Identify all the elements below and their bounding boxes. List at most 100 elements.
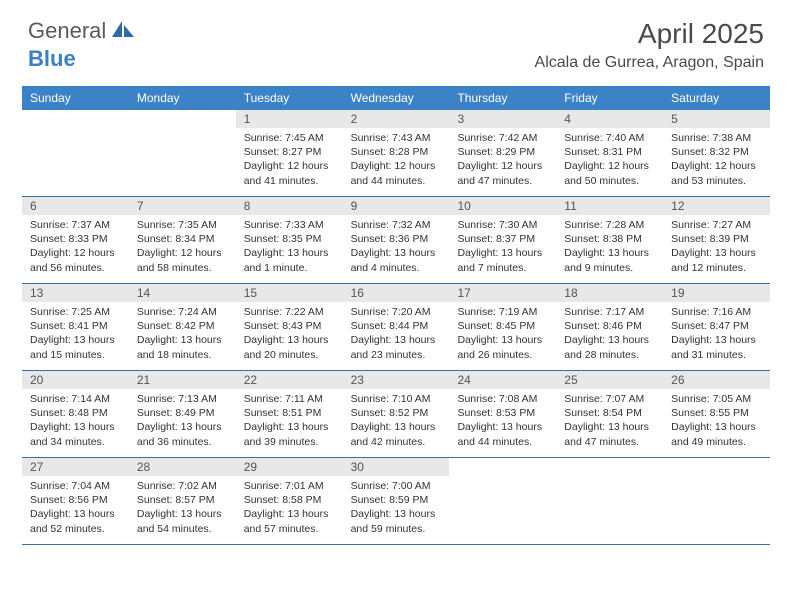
daylight-text: Daylight: 12 hours and 56 minutes. <box>30 246 121 274</box>
daylight-text: Daylight: 13 hours and 31 minutes. <box>671 333 762 361</box>
day-body-row: Sunrise: 7:04 AMSunset: 8:56 PMDaylight:… <box>22 476 770 544</box>
logo: General <box>28 18 138 44</box>
day-number: 8 <box>236 197 343 215</box>
day-number <box>449 458 556 476</box>
week-row: 12345Sunrise: 7:45 AMSunset: 8:27 PMDayl… <box>22 110 770 197</box>
day-number: 19 <box>663 284 770 302</box>
sunset-text: Sunset: 8:41 PM <box>30 319 121 333</box>
day-body: Sunrise: 7:20 AMSunset: 8:44 PMDaylight:… <box>343 302 450 370</box>
sunrise-text: Sunrise: 7:05 AM <box>671 392 762 406</box>
day-number: 28 <box>129 458 236 476</box>
sunset-text: Sunset: 8:55 PM <box>671 406 762 420</box>
sunrise-text: Sunrise: 7:28 AM <box>564 218 655 232</box>
day-body: Sunrise: 7:14 AMSunset: 8:48 PMDaylight:… <box>22 389 129 457</box>
sunset-text: Sunset: 8:31 PM <box>564 145 655 159</box>
sunset-text: Sunset: 8:43 PM <box>244 319 335 333</box>
sunrise-text: Sunrise: 7:10 AM <box>351 392 442 406</box>
day-body: Sunrise: 7:37 AMSunset: 8:33 PMDaylight:… <box>22 215 129 283</box>
daylight-text: Daylight: 13 hours and 7 minutes. <box>457 246 548 274</box>
day-header-saturday: Saturday <box>663 86 770 110</box>
day-body: Sunrise: 7:33 AMSunset: 8:35 PMDaylight:… <box>236 215 343 283</box>
day-body: Sunrise: 7:08 AMSunset: 8:53 PMDaylight:… <box>449 389 556 457</box>
day-number: 7 <box>129 197 236 215</box>
day-number: 17 <box>449 284 556 302</box>
day-num-row: 6789101112 <box>22 197 770 215</box>
day-body: Sunrise: 7:38 AMSunset: 8:32 PMDaylight:… <box>663 128 770 196</box>
sunrise-text: Sunrise: 7:17 AM <box>564 305 655 319</box>
day-body: Sunrise: 7:17 AMSunset: 8:46 PMDaylight:… <box>556 302 663 370</box>
sunset-text: Sunset: 8:56 PM <box>30 493 121 507</box>
day-number: 9 <box>343 197 450 215</box>
logo-sail-icon <box>110 19 136 44</box>
daylight-text: Daylight: 13 hours and 23 minutes. <box>351 333 442 361</box>
page-header: General April 2025 Alcala de Gurrea, Ara… <box>0 0 792 80</box>
day-body <box>556 476 663 544</box>
day-body <box>129 128 236 196</box>
sunrise-text: Sunrise: 7:35 AM <box>137 218 228 232</box>
day-header-monday: Monday <box>129 86 236 110</box>
sunrise-text: Sunrise: 7:20 AM <box>351 305 442 319</box>
sunrise-text: Sunrise: 7:08 AM <box>457 392 548 406</box>
day-body: Sunrise: 7:45 AMSunset: 8:27 PMDaylight:… <box>236 128 343 196</box>
sunset-text: Sunset: 8:44 PM <box>351 319 442 333</box>
sunrise-text: Sunrise: 7:45 AM <box>244 131 335 145</box>
day-number: 21 <box>129 371 236 389</box>
sunset-text: Sunset: 8:29 PM <box>457 145 548 159</box>
day-number: 12 <box>663 197 770 215</box>
sunrise-text: Sunrise: 7:40 AM <box>564 131 655 145</box>
sunrise-text: Sunrise: 7:24 AM <box>137 305 228 319</box>
day-num-row: 20212223242526 <box>22 371 770 389</box>
daylight-text: Daylight: 12 hours and 41 minutes. <box>244 159 335 187</box>
sunset-text: Sunset: 8:59 PM <box>351 493 442 507</box>
day-number: 2 <box>343 110 450 128</box>
day-header-thursday: Thursday <box>449 86 556 110</box>
sunrise-text: Sunrise: 7:02 AM <box>137 479 228 493</box>
daylight-text: Daylight: 13 hours and 42 minutes. <box>351 420 442 448</box>
day-number <box>129 110 236 128</box>
day-body: Sunrise: 7:05 AMSunset: 8:55 PMDaylight:… <box>663 389 770 457</box>
day-body: Sunrise: 7:35 AMSunset: 8:34 PMDaylight:… <box>129 215 236 283</box>
day-header-sunday: Sunday <box>22 86 129 110</box>
day-body <box>449 476 556 544</box>
daylight-text: Daylight: 13 hours and 18 minutes. <box>137 333 228 361</box>
logo-blue-row: Blue <box>28 46 76 72</box>
sunset-text: Sunset: 8:39 PM <box>671 232 762 246</box>
day-number: 6 <box>22 197 129 215</box>
sunrise-text: Sunrise: 7:14 AM <box>30 392 121 406</box>
day-body: Sunrise: 7:13 AMSunset: 8:49 PMDaylight:… <box>129 389 236 457</box>
day-number: 14 <box>129 284 236 302</box>
sunrise-text: Sunrise: 7:07 AM <box>564 392 655 406</box>
daylight-text: Daylight: 13 hours and 20 minutes. <box>244 333 335 361</box>
week-row: 27282930Sunrise: 7:04 AMSunset: 8:56 PMD… <box>22 458 770 545</box>
day-body-row: Sunrise: 7:45 AMSunset: 8:27 PMDaylight:… <box>22 128 770 196</box>
sunset-text: Sunset: 8:57 PM <box>137 493 228 507</box>
sunrise-text: Sunrise: 7:13 AM <box>137 392 228 406</box>
day-number <box>22 110 129 128</box>
sunrise-text: Sunrise: 7:22 AM <box>244 305 335 319</box>
day-header-row: SundayMondayTuesdayWednesdayThursdayFrid… <box>22 86 770 110</box>
sunset-text: Sunset: 8:51 PM <box>244 406 335 420</box>
sunset-text: Sunset: 8:27 PM <box>244 145 335 159</box>
week-row: 6789101112Sunrise: 7:37 AMSunset: 8:33 P… <box>22 197 770 284</box>
sunrise-text: Sunrise: 7:30 AM <box>457 218 548 232</box>
sunset-text: Sunset: 8:33 PM <box>30 232 121 246</box>
sunset-text: Sunset: 8:52 PM <box>351 406 442 420</box>
sunset-text: Sunset: 8:32 PM <box>671 145 762 159</box>
day-body: Sunrise: 7:16 AMSunset: 8:47 PMDaylight:… <box>663 302 770 370</box>
day-body: Sunrise: 7:32 AMSunset: 8:36 PMDaylight:… <box>343 215 450 283</box>
day-number: 20 <box>22 371 129 389</box>
day-header-tuesday: Tuesday <box>236 86 343 110</box>
sunrise-text: Sunrise: 7:00 AM <box>351 479 442 493</box>
day-body: Sunrise: 7:40 AMSunset: 8:31 PMDaylight:… <box>556 128 663 196</box>
day-body: Sunrise: 7:02 AMSunset: 8:57 PMDaylight:… <box>129 476 236 544</box>
day-number: 1 <box>236 110 343 128</box>
day-body: Sunrise: 7:22 AMSunset: 8:43 PMDaylight:… <box>236 302 343 370</box>
sunset-text: Sunset: 8:54 PM <box>564 406 655 420</box>
daylight-text: Daylight: 13 hours and 9 minutes. <box>564 246 655 274</box>
day-body: Sunrise: 7:04 AMSunset: 8:56 PMDaylight:… <box>22 476 129 544</box>
day-number: 27 <box>22 458 129 476</box>
day-body <box>663 476 770 544</box>
day-body: Sunrise: 7:28 AMSunset: 8:38 PMDaylight:… <box>556 215 663 283</box>
sunset-text: Sunset: 8:28 PM <box>351 145 442 159</box>
day-number: 30 <box>343 458 450 476</box>
